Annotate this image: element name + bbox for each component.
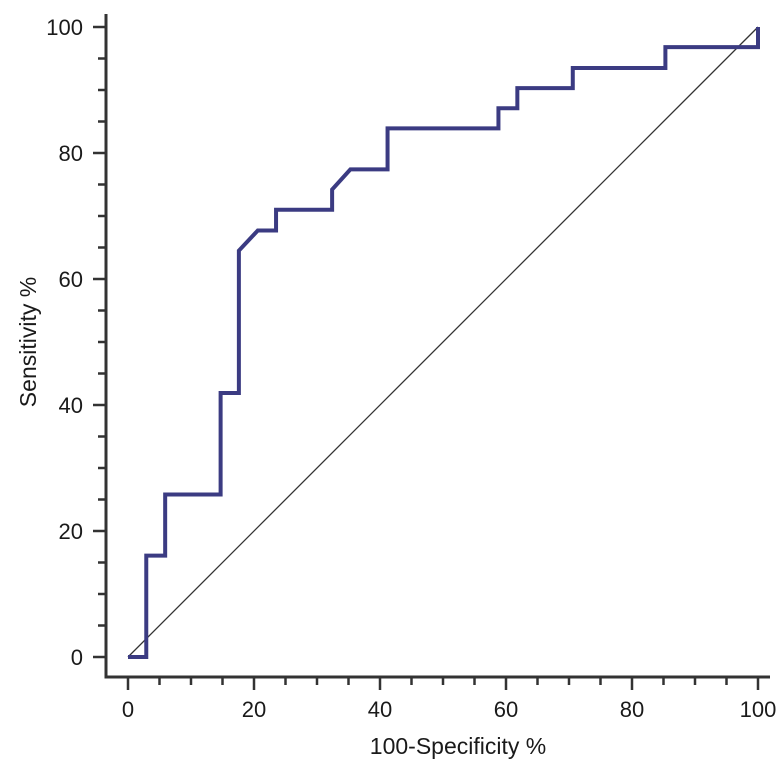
x-tick-label: 60 — [494, 697, 518, 722]
y-tick-label: 100 — [46, 15, 83, 40]
y-tick-label: 0 — [71, 645, 83, 670]
y-axis-title: Sensitivity % — [15, 277, 41, 407]
y-tick-label: 80 — [59, 141, 83, 166]
ticks-layer — [93, 25, 760, 690]
y-tick-label: 40 — [59, 393, 83, 418]
series-layer — [127, 26, 760, 659]
y-tick-label: 20 — [59, 519, 83, 544]
y-tick-label: 60 — [59, 267, 83, 292]
x-tick-label: 0 — [122, 697, 134, 722]
x-tick-label: 40 — [368, 697, 392, 722]
x-tick-label: 20 — [242, 697, 266, 722]
tick-labels: 0 20 40 60 80 100 0 20 40 60 80 100 — [46, 15, 776, 722]
x-tick-label: 80 — [620, 697, 644, 722]
x-tick-label: 100 — [740, 697, 777, 722]
x-axis-title: 100-Specificity % — [370, 733, 546, 759]
reference-diagonal-line — [127, 26, 759, 658]
axes-layer — [104, 14, 770, 679]
roc-curve-line — [128, 27, 760, 659]
